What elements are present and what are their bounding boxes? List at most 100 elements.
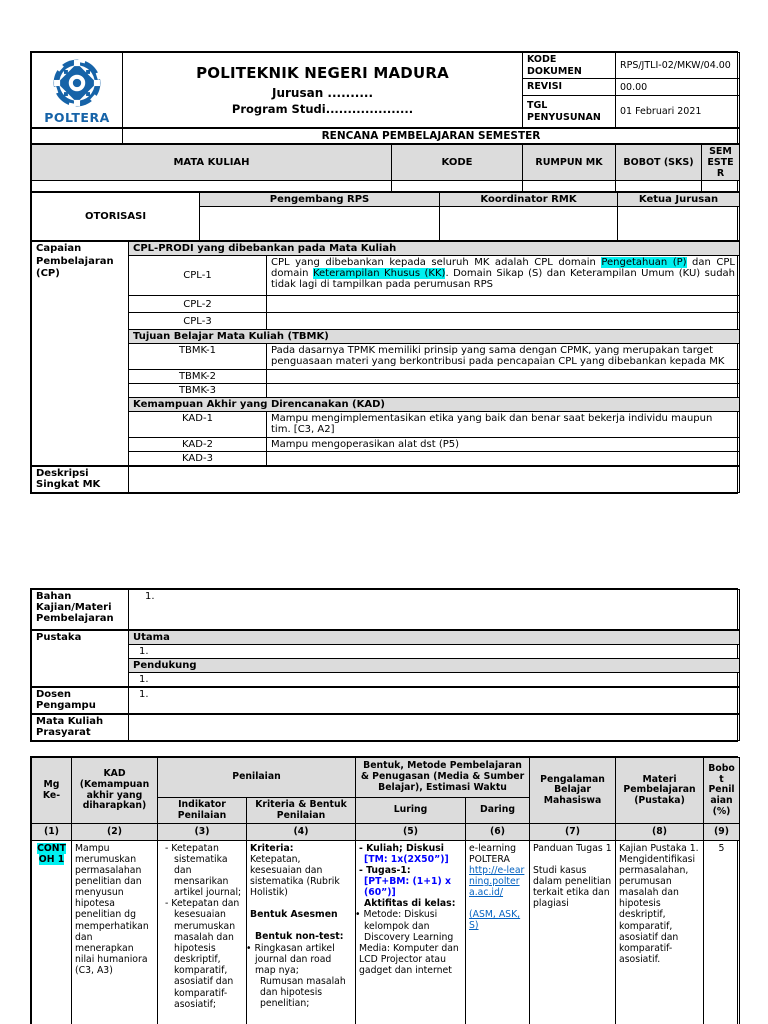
col-header-luring: Luring — [355, 796, 466, 825]
kad-header: Kemampuan Akhir yang Direncanakan (KAD) — [128, 397, 740, 412]
col-header-pengalaman: Pengalaman Belajar Mahasiswa — [529, 756, 617, 825]
header-table: POLTERA POLITEKNIK NEGERI MADURA Jurusan… — [30, 51, 740, 494]
luring-ptbm-time: [PT+BM: (1+1) x (60”)] — [364, 876, 451, 899]
bahan-kajian-value: 1. — [128, 589, 740, 630]
col-header-daring: Daring — [464, 796, 531, 825]
identity-table: POLTERA POLITEKNIK NEGERI MADURA Jurusan… — [31, 52, 740, 128]
pustaka-label: Pustaka — [31, 630, 129, 687]
ketua-jurusan-cell — [617, 206, 740, 241]
mata-kuliah-header: MATA KULIAH — [31, 144, 392, 181]
daring-elearning-label: e-learning POLTERA — [469, 842, 517, 865]
koordinator-rmk-header: Koordinator RMK — [439, 192, 618, 207]
semester-header: SEMESTER — [701, 144, 740, 181]
col-header-kriteria: Kriteria & Bentuk Penilaian — [246, 796, 356, 825]
tgl-penyusunan-label: TGL PENYUSUNAN — [522, 95, 616, 128]
bentuk-asesmen-title: Bentuk Asesmen — [250, 909, 338, 921]
pustaka-utama-header: Utama — [128, 630, 740, 645]
cpl1-highlight-pengetahuan: Pengetahuan (P) — [601, 257, 687, 268]
indikator-item-1: - Ketepatan sistematika dan mensarikan a… — [165, 842, 242, 899]
kode-dokumen-label: KODE DOKUMEN — [522, 52, 616, 79]
otorisasi-table: OTORISASI Pengembang RPS Koordinator RMK… — [31, 192, 740, 241]
logo-cell: POLTERA — [31, 52, 123, 128]
semester-value-cell — [701, 180, 740, 192]
luring-media: Media: Komputer dan LCD Projector atau g… — [359, 942, 459, 977]
spacer — [250, 920, 352, 931]
col-number-4: (4) — [246, 823, 356, 841]
nontest-item-1: • Ringkasan artikel journal dan road map… — [246, 942, 335, 976]
kode-header: KODE — [391, 144, 523, 181]
cpl2-code: CPL-2 — [128, 295, 267, 313]
pengalaman-cell: Panduan Tugas 1 Studi kasus dalam peneli… — [529, 839, 617, 1024]
kriteria-title: Kriteria: — [250, 842, 294, 854]
kad3-text-cell — [266, 451, 740, 466]
tbmk1-text: Pada dasarnya TPMK memiliki prinsip yang… — [266, 343, 740, 370]
rumpun-mk-header: RUMPUN MK — [522, 144, 616, 181]
tbmk3-code: TBMK-3 — [128, 383, 267, 398]
dosen-pengampu-label: Dosen Pengampu — [31, 687, 129, 714]
pengembang-rps-cell — [199, 206, 440, 241]
luring-metode: • Metode: Diskusi kelompok dan Discovery… — [355, 909, 454, 943]
schedule-row-contoh1: CONTOH 1 Mampu merumuskan permasalahan p… — [31, 839, 741, 1024]
course-header-table: MATA KULIAH KODE RUMPUN MK BOBOT (SKS) S… — [31, 144, 740, 192]
col-number-3: (3) — [157, 823, 247, 841]
cpl1-text-part2: dan CPL domain — [271, 257, 735, 279]
kad2-code: KAD-2 — [128, 437, 267, 452]
luring-tm-time: [TM: 1x(2X50”)] — [364, 853, 449, 865]
col-header-bobot: Bobot Penilaian (%) — [703, 756, 741, 825]
bobot-sks-header: BOBOT (SKS) — [615, 144, 702, 181]
pustaka-utama-value: 1. — [128, 644, 740, 659]
indikator-cell: - Ketepatan sistematika dan mensarikan a… — [157, 839, 247, 1024]
tbmk3-text-cell — [266, 383, 740, 398]
bahan-kajian-table: Bahan Kajian/Materi Pembelajaran 1. — [31, 589, 740, 630]
bobot-sks-value-cell — [615, 180, 702, 192]
prasyarat-table: Mata Kuliah Prasyarat — [31, 714, 740, 741]
deskripsi-label: Deskripsi Singkat MK — [31, 466, 129, 493]
daring-cell: e-learning POLTERA http://e-learning.pol… — [464, 839, 531, 1024]
deskripsi-table: Deskripsi Singkat MK — [31, 466, 740, 493]
luring-tugas1: - Tugas-1: — [359, 864, 411, 876]
spacer — [533, 854, 612, 865]
rps-title: RENCANA PEMBELAJARAN SEMESTER — [122, 128, 740, 144]
kad1-text: Mampu mengimplementasikan etika yang bai… — [266, 411, 740, 438]
materi-cell: Kajian Pustaka 1. Mengidentifikasi perma… — [615, 839, 705, 1024]
empty-cell — [31, 128, 123, 144]
luring-kuliah-diskusi: - Kuliah; Diskusi — [359, 842, 444, 854]
mata-kuliah-prasyarat-value-cell — [128, 714, 740, 741]
cpl1-text-part3: . Domain Sikap (S) dan Keterampilan Umum… — [271, 268, 736, 290]
col-number-6: (6) — [464, 823, 531, 841]
ketua-jurusan-header: Ketua Jurusan — [617, 192, 740, 207]
col-number-7: (7) — [529, 823, 617, 841]
revisi-value: 00.00 — [615, 78, 740, 96]
tbmk1-code: TBMK-1 — [128, 343, 267, 370]
spacer — [469, 898, 526, 909]
daring-asm-link[interactable]: (ASM, ASK, S) — [469, 909, 521, 932]
cpl1-text: CPL yang dibebankan kepada seluruh MK ad… — [266, 255, 740, 296]
poltera-logo-icon — [49, 55, 105, 111]
logo-text: POLTERA — [44, 110, 110, 125]
jurusan-line: Jurusan .......... — [271, 86, 373, 100]
col-number-5: (5) — [355, 823, 466, 841]
col-header-mg: Mg Ke- — [31, 756, 72, 825]
bobot-cell: 5 — [703, 839, 741, 1024]
rps-title-table: RENCANA PEMBELAJARAN SEMESTER — [31, 128, 740, 144]
kriteria-text: Ketepatan, kesesuaian dan sistematika (R… — [250, 853, 340, 899]
mata-kuliah-value-cell — [31, 180, 392, 192]
kode-value-cell — [391, 180, 523, 192]
pustaka-pendukung-header: Pendukung — [128, 658, 740, 673]
revisi-label: REVISI — [522, 78, 616, 96]
nontest-item-2: Rumusan masalah dan hipotesis penelitian… — [260, 976, 346, 1010]
bahan-kajian-label: Bahan Kajian/Materi Pembelajaran — [31, 589, 129, 630]
deskripsi-value-cell — [128, 466, 740, 493]
week-cell: CONTOH 1 — [31, 839, 72, 1024]
kad-cell: Mampu merumuskan permasalahan penelitian… — [71, 839, 158, 1024]
rumpun-mk-value-cell — [522, 180, 616, 192]
luring-cell: - Kuliah; Diskusi [TM: 1x(2X50”)] - Tuga… — [355, 839, 466, 1024]
kad2-text: Mampu mengoperasikan alat dst (P5) — [266, 437, 740, 452]
dosen-pengampu-value: 1. — [128, 687, 740, 714]
indikator-item-2: - Ketepatan dan kesesuaian merumuskan ma… — [165, 898, 240, 1010]
cpl1-highlight-keterampilan: Keterampilan Khusus (KK) — [312, 268, 446, 279]
daring-elearning-link[interactable]: http://e-learning.poltera.ac.id/ — [469, 864, 525, 899]
koordinator-rmk-cell — [439, 206, 618, 241]
luring-aktifitas-title: Aktifitas di kelas: — [364, 898, 456, 910]
tbmk2-code: TBMK-2 — [128, 369, 267, 384]
